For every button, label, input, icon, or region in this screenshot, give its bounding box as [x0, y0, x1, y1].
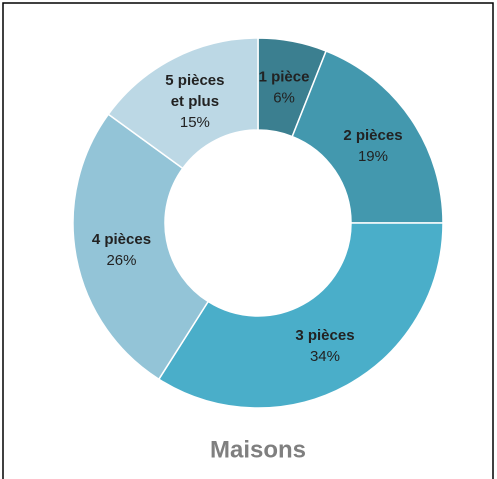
- donut-slice: [291, 50, 444, 224]
- slice-label: 1 pièce: [259, 68, 310, 85]
- donut-slice: [107, 37, 259, 170]
- slice-label: 4 pièces: [92, 231, 151, 248]
- donut-slice: [72, 113, 210, 381]
- slice-value-label: 34%: [310, 348, 340, 365]
- slice-value-label: 6%: [273, 89, 295, 106]
- slice-label: 5 pièces et plus: [165, 72, 224, 110]
- slice-label: 2 pièces: [343, 127, 402, 144]
- slice-value-label: 15%: [180, 114, 210, 131]
- donut-slice: [157, 222, 444, 409]
- slice-label: 3 pièces: [295, 327, 354, 344]
- chart-title: Maisons: [210, 436, 306, 463]
- slice-value-label: 19%: [358, 148, 388, 165]
- slice-value-label: 26%: [106, 252, 136, 269]
